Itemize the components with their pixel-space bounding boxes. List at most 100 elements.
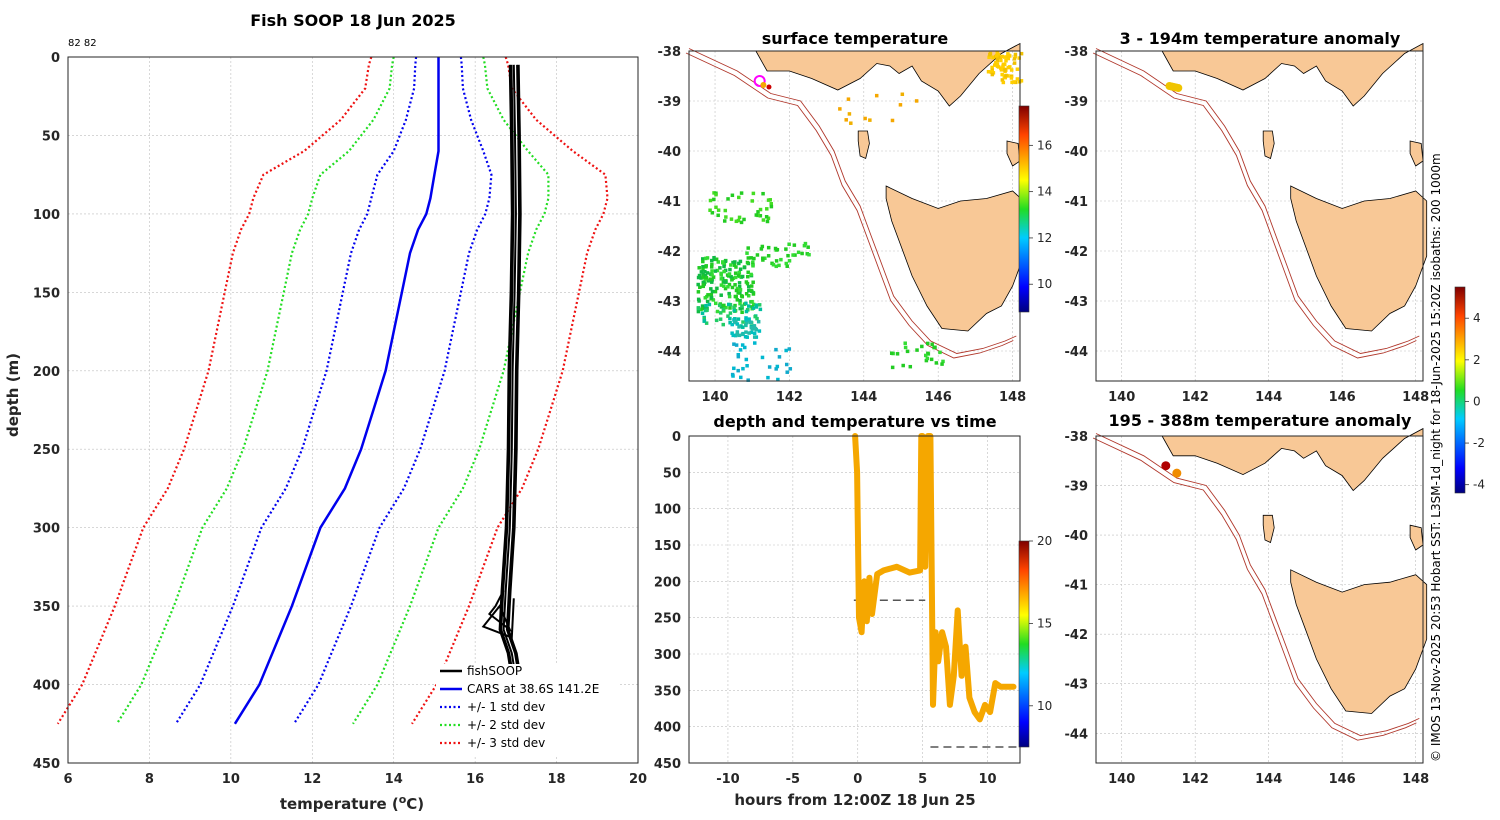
colorbar-tick-label: 0 [1473, 394, 1481, 408]
sst-pixel [718, 311, 723, 315]
sst-pixel [761, 191, 765, 196]
sst-pixel [705, 271, 710, 275]
sst-pixel [725, 273, 730, 277]
colorbar-tick-label: -4 [1473, 478, 1485, 492]
sst-pixel [727, 272, 732, 276]
timeseries-y-tick-label: 400 [654, 721, 681, 736]
sst-pixel [733, 271, 738, 275]
sst-pixel [924, 353, 928, 358]
sst-pixel [844, 118, 848, 122]
sst-pixel [720, 260, 725, 264]
sst-pixel [728, 320, 732, 325]
sst-pixel [708, 198, 713, 203]
map-y-tick-label: -40 [658, 145, 682, 160]
sst-pixel [1012, 61, 1017, 65]
map-isobath-200m [1095, 433, 1420, 737]
sst-track-point-end [766, 84, 772, 90]
sst-pixel [704, 264, 708, 268]
sst-pixel [712, 197, 716, 202]
sst-pixel [766, 216, 771, 221]
map-x-tick-label: 140 [1108, 772, 1135, 787]
sst-pixel [724, 215, 728, 219]
sst-pixel [739, 294, 744, 298]
sst-pixel [1006, 56, 1011, 61]
sst-pixel [710, 258, 714, 263]
sst-pixel [736, 218, 741, 223]
legend-label-std3: +/- 3 std dev [467, 736, 545, 750]
sst-pixel [736, 291, 740, 295]
sst-pixel [756, 319, 761, 324]
sst-pixel [710, 280, 714, 284]
timeseries-colorbar-bar [1018, 540, 1030, 748]
sst-pixel [746, 293, 751, 298]
sst-pixel [751, 260, 755, 264]
sst-pixel [729, 263, 733, 267]
profile-x-tick-label: 16 [466, 772, 484, 787]
sst-pixel [714, 205, 718, 210]
sst-pixel [746, 270, 750, 275]
colorbar-tick-label: 10 [1037, 699, 1052, 713]
sst-pixel [903, 341, 907, 345]
sst-pixel [806, 245, 810, 249]
sst-pixel [712, 191, 716, 195]
sst-pixel [749, 330, 754, 335]
sst-pixel [751, 306, 756, 310]
sst-pixel [1015, 67, 1020, 71]
sst-pixel [705, 306, 709, 311]
sst-pixel [1004, 74, 1008, 78]
sst-pixel [740, 304, 744, 308]
sst-pixel [1003, 68, 1007, 72]
sst-track-marker [753, 75, 766, 87]
sst-pixel [752, 331, 757, 336]
sst-pixel [723, 286, 728, 291]
sst-pixel [734, 343, 739, 347]
sst-pixel [1001, 66, 1005, 71]
timeseries-y-ticks: 0 50 100 150 200 250 300 350 400 450 [654, 430, 681, 772]
sst-pixel [775, 364, 780, 369]
profile-fish-cast-2 [500, 64, 515, 666]
sst-pixel [727, 291, 731, 296]
sst-pixel [995, 62, 1000, 66]
sst-pixel [733, 303, 737, 308]
colorbar-tick-label: 14 [1037, 185, 1052, 199]
sst-pixel [716, 213, 720, 218]
sst-pixel [719, 277, 724, 281]
map-isobath-200m [688, 48, 1017, 354]
map-land-flinders-island [1006, 140, 1021, 167]
sst-pixel [1013, 54, 1017, 59]
anomaly-lower-point [1161, 461, 1171, 471]
sst-pixel [732, 308, 736, 312]
map-x-tick-label: 146 [1329, 390, 1356, 405]
sst-pixel [729, 217, 734, 221]
sst-pixel [738, 301, 742, 306]
map-y-tick-label: -40 [1065, 529, 1089, 544]
sst-pixel [699, 270, 704, 274]
sst-pixel [721, 322, 726, 327]
timeseries-title: depth and temperature vs time [713, 412, 996, 431]
map-y-tick-label: -39 [1065, 480, 1089, 495]
map-y-tick-label: -41 [658, 195, 682, 210]
sst-pixel [730, 285, 735, 290]
sst-pixel [716, 208, 721, 212]
sst-pixel [752, 335, 757, 339]
sst-pixel [728, 316, 732, 321]
sst-pixel [1010, 80, 1014, 85]
profile-x-label-main: temperature ( [280, 795, 399, 813]
profile-cars-line [233, 57, 440, 725]
sst-pixel [890, 365, 895, 370]
sst-pixel [736, 354, 741, 359]
sst-pixel [709, 295, 714, 300]
map-x-tick-label: 148 [999, 390, 1026, 405]
map-x-tick-label: 148 [1402, 390, 1429, 405]
sst-pixel [744, 301, 748, 306]
timeseries-y-tick-label: 150 [654, 539, 681, 554]
map-land-tasmania [885, 185, 1025, 332]
sst-pixel [758, 207, 763, 212]
sst-pixel [739, 324, 743, 328]
sst-pixel [718, 317, 723, 321]
map-x-tick-label: 144 [850, 390, 877, 405]
sst-pixel [705, 299, 710, 304]
sst-pixel [736, 317, 741, 321]
sst-pixel [754, 305, 759, 309]
sst-pixel [990, 72, 995, 77]
